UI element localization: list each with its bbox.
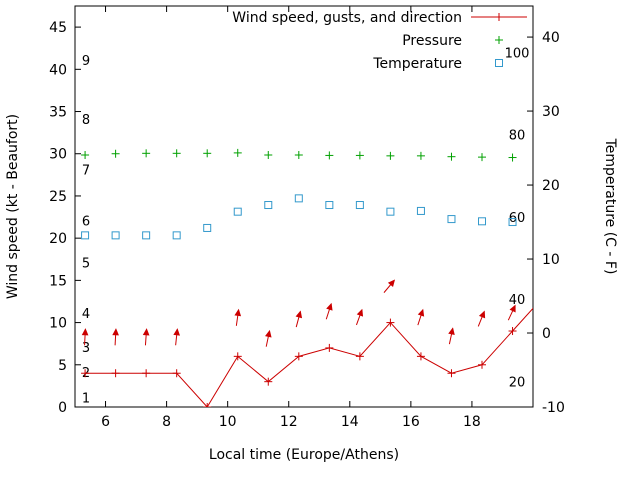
x-axis-tick-labels: 6 8 10 12 14 16 18 xyxy=(101,414,481,430)
x-tick-label: 6 xyxy=(101,414,110,430)
legend-sample xyxy=(495,36,503,44)
y-left-tick-label: 35 xyxy=(49,105,67,121)
legend-sample xyxy=(495,59,503,67)
y-right-tick-label: 30 xyxy=(542,104,560,120)
x-axis xyxy=(105,6,473,407)
y-left-tick-label: 15 xyxy=(49,273,67,289)
fahrenheit-label: 60 xyxy=(509,211,526,226)
y-right-tick-label: -10 xyxy=(542,400,565,416)
legend-label: Pressure xyxy=(402,33,462,49)
y-left-tick-label: 20 xyxy=(49,231,67,247)
series-pressure xyxy=(81,148,517,162)
x-tick-label: 16 xyxy=(402,414,420,430)
fahrenheit-label: 100 xyxy=(505,47,530,62)
x-tick-label: 18 xyxy=(463,414,481,430)
fahrenheit-label: 20 xyxy=(509,375,526,390)
y-left-tick-label: 45 xyxy=(49,20,67,36)
y-left-tick-label: 40 xyxy=(49,62,67,78)
beaufort-label: 5 xyxy=(82,256,90,271)
y-right-tick-label: 20 xyxy=(542,178,560,194)
y-left-tick-label: 30 xyxy=(49,147,67,163)
y-left-tick-label: 5 xyxy=(58,358,67,374)
wind-direction-arrows xyxy=(81,279,516,347)
beaufort-label: 4 xyxy=(82,307,90,322)
fahrenheit-scale-labels: 20 40 60 80 100 xyxy=(505,47,530,391)
y-right-tick-label: 0 xyxy=(542,326,551,342)
x-axis-title: Local time (Europe/Athens) xyxy=(209,447,399,463)
beaufort-label: 7 xyxy=(82,164,90,179)
y-left-tick-label: 0 xyxy=(58,400,67,416)
y-axis-title-right: Temperature (C - F) xyxy=(602,138,618,275)
series-temperature xyxy=(81,194,517,240)
legend-label: Wind speed, gusts, and direction xyxy=(232,10,462,26)
plot-border xyxy=(74,5,534,408)
beaufort-label: 6 xyxy=(82,214,90,229)
beaufort-label: 9 xyxy=(82,54,90,69)
y-right-tick-label: 40 xyxy=(542,30,560,46)
y-left-tick-label: 25 xyxy=(49,189,67,205)
x-tick-label: 8 xyxy=(162,414,171,430)
x-tick-label: 12 xyxy=(280,414,298,430)
x-tick-label: 14 xyxy=(341,414,359,430)
y-axis-left-tick-labels: 0 5 10 15 20 25 30 35 40 45 xyxy=(49,20,67,416)
beaufort-label: 8 xyxy=(82,113,90,128)
y-right-tick-label: 10 xyxy=(542,252,560,268)
beaufort-label: 3 xyxy=(82,341,90,356)
legend-label: Temperature xyxy=(372,56,462,72)
x-tick-label: 10 xyxy=(219,414,237,430)
y-axis-right xyxy=(527,36,533,408)
legend-sample xyxy=(471,13,527,21)
series-wind xyxy=(81,307,533,407)
fahrenheit-label: 80 xyxy=(509,129,526,144)
y-axis-right-tick-labels: -10 0 10 20 30 40 xyxy=(542,30,565,416)
beaufort-label: 1 xyxy=(82,392,90,407)
y-axis-left xyxy=(75,26,81,408)
legend: Wind speed, gusts, and direction Pressure… xyxy=(232,10,527,72)
y-left-tick-label: 10 xyxy=(49,316,67,332)
fahrenheit-label: 40 xyxy=(509,293,526,308)
y-axis-title-left: Wind speed (kt - Beaufort) xyxy=(5,114,21,299)
